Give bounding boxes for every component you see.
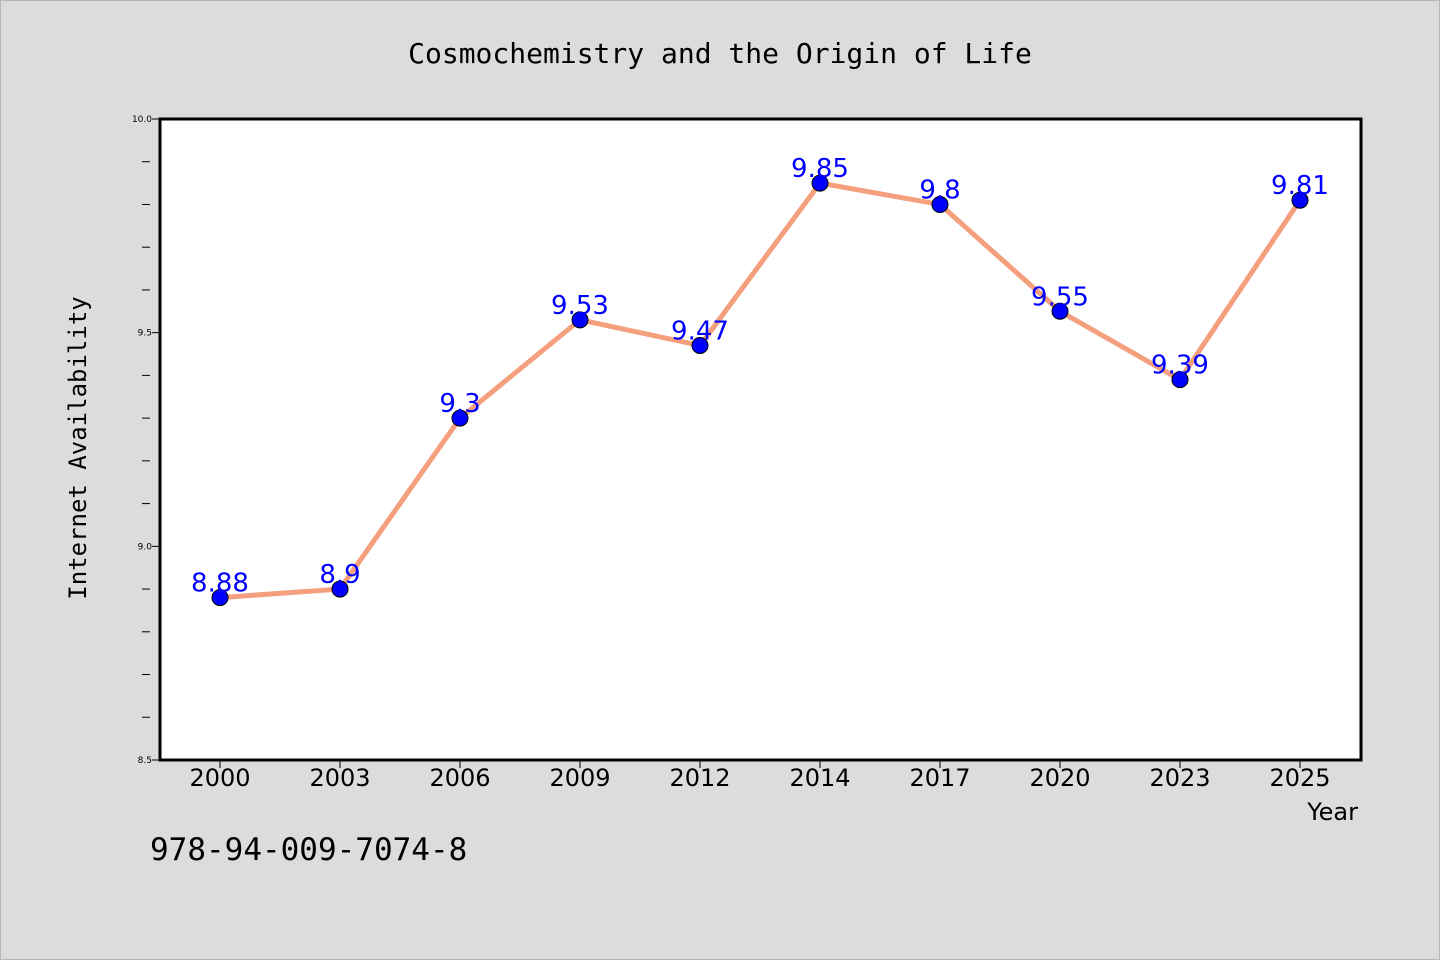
data-label: 8.9 [319,560,360,590]
y-tick-label: 10.0 [132,115,152,125]
data-point [1291,191,1309,209]
x-tick-label: 2025 [1269,764,1330,792]
isbn-text: 978-94-009-7074-8 [150,832,468,868]
x-axis-label: Year [1306,798,1358,826]
y-axis: 8.5 9.0 9.5 10.0 [132,115,160,766]
data-point [331,580,349,598]
data-label: 9.53 [551,291,609,321]
series-line [219,180,1303,601]
data-label: 9.85 [791,154,849,184]
x-tick-label: 2012 [669,764,730,792]
series-group: 8.88 8.9 9.3 9.53 9.47 9.85 9.8 9.55 9.39 9.81 [191,154,1329,607]
data-label: 9.8 [919,175,960,205]
data-point [1171,371,1189,389]
data-label: 9.47 [671,316,729,346]
data-point [211,589,229,607]
data-point [451,409,469,427]
data-label: 9.55 [1031,282,1089,312]
y-axis-label: Internet Availability [64,296,92,599]
x-tick-label: 2017 [909,764,970,792]
x-tick-label: 2023 [1149,764,1210,792]
x-tick-label: 2003 [309,764,370,792]
y-tick-label: 8.5 [138,756,152,766]
plot-area [158,117,1363,762]
data-label: 9.81 [1271,171,1329,201]
data-point [931,195,949,213]
data-point [811,174,829,192]
chart-title: Cosmochemistry and the Origin of Life [408,37,1032,70]
x-tick-label: 2000 [189,764,250,792]
x-tick-label: 2006 [429,764,490,792]
data-label: 8.88 [191,569,249,599]
data-point [1051,302,1069,320]
x-tick-label: 2009 [549,764,610,792]
y-tick-label: 9.5 [138,329,152,339]
data-label: 9.39 [1151,351,1209,381]
x-tick-label: 2020 [1029,764,1090,792]
y-tick-label: 9.0 [138,542,153,552]
data-point [691,336,709,354]
data-label: 9.3 [439,389,480,419]
data-point [571,311,589,329]
x-tick-label: 2014 [789,764,850,792]
x-axis: 2000 2003 2006 2009 2012 2014 2017 2020 2023 2025 [189,760,1331,792]
